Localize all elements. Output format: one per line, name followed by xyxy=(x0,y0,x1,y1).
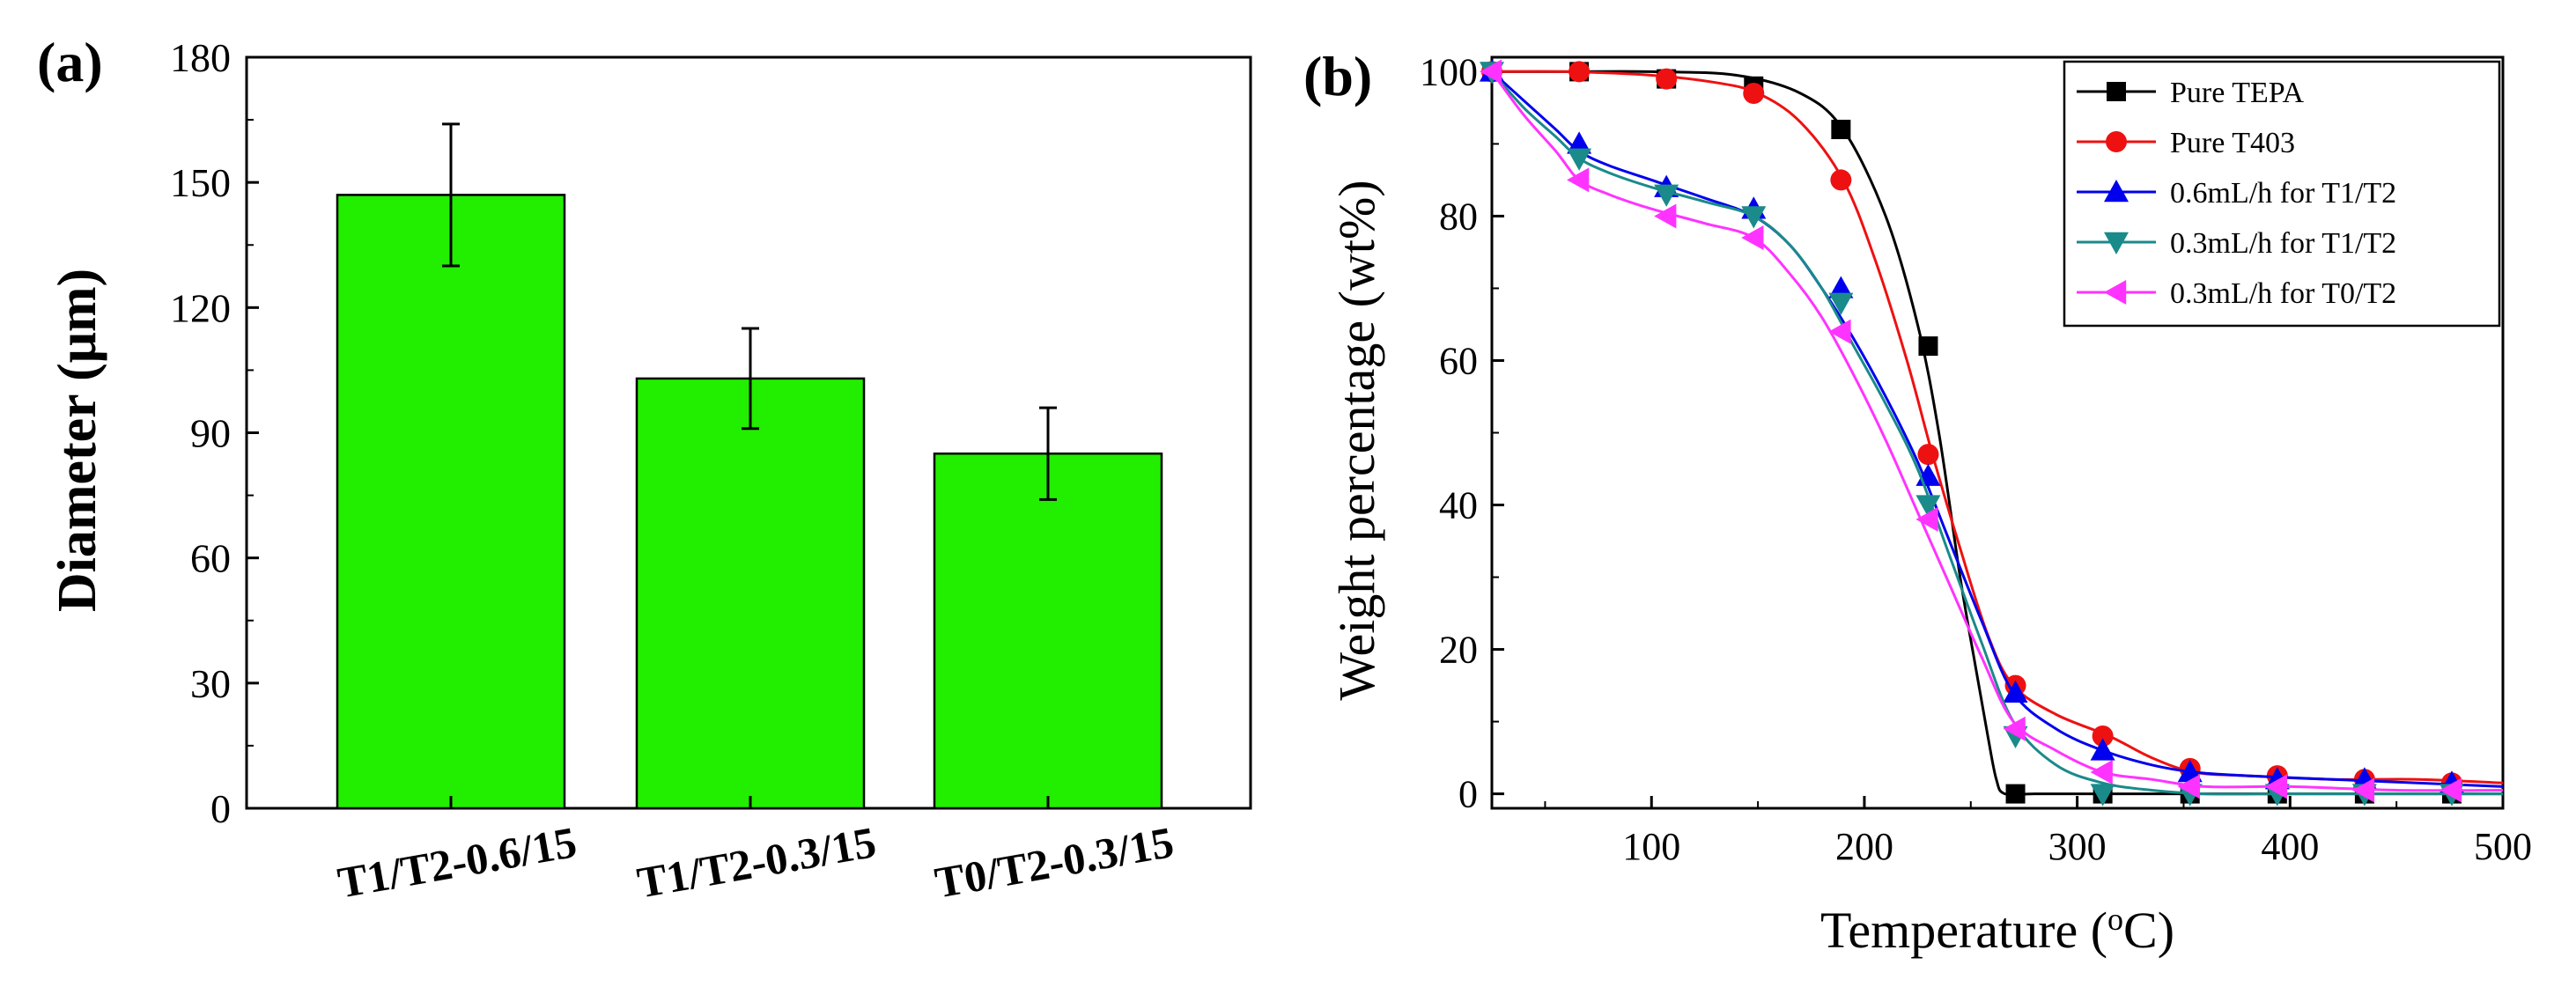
panel-a-bar xyxy=(635,377,866,810)
panel-b-legend-marker xyxy=(2104,232,2129,254)
panel-b-ytick-label: 40 xyxy=(1439,484,1478,527)
panel-b-data-point xyxy=(1830,169,1852,191)
panel-b-data-point xyxy=(1828,292,1854,315)
panel-b-data-point xyxy=(1917,444,1939,466)
panel-b-series-4 xyxy=(1480,59,2504,803)
panel-a-ytick-label: 30 xyxy=(190,661,231,706)
panel-b-xtick-label: 100 xyxy=(1622,825,1680,868)
panel-a-bar xyxy=(336,194,566,810)
panel-b-series-line xyxy=(1490,70,2504,788)
panel-a-ytick-label: 120 xyxy=(170,285,231,330)
panel-b-data-point xyxy=(2177,774,2200,799)
panel-b-legend-entry: 0.6mL/h for T1/T2 xyxy=(2170,177,2396,210)
panel-b-label: (b) xyxy=(1303,45,1372,107)
panel-b-data-point xyxy=(1743,83,1765,105)
panel-b-data-point xyxy=(1828,319,1851,344)
panel-b-data-point xyxy=(1828,276,1854,298)
panel-b-data-point xyxy=(1915,506,1938,532)
panel-a-ytick-label: 150 xyxy=(170,160,231,205)
panel-b-ylabel: Weight percentage (wt%) xyxy=(1328,180,1385,700)
panel-b-data-point xyxy=(1567,167,1590,193)
panel-a-ylabel-main: Diameter ( xyxy=(48,363,107,612)
panel-b-data-point xyxy=(1918,336,1938,357)
panel-b-data-point xyxy=(2351,777,2375,803)
panel-b-xlabel: Temperature (oC) xyxy=(1820,902,2174,959)
panel-b-ytick-label: 20 xyxy=(1439,629,1478,672)
panel-b-ytick-label: 100 xyxy=(1420,50,1478,93)
panel-b-data-point xyxy=(2092,725,2114,747)
panel-b-xtick-label: 400 xyxy=(2261,825,2319,868)
panel-b-data-point xyxy=(2003,680,2028,703)
panel-b-data-point xyxy=(1831,120,1851,140)
panel-a-ylabel-unit: μm xyxy=(48,286,107,363)
panel-b-data-point xyxy=(2090,759,2113,784)
panel-a-ylabel-close: ) xyxy=(48,269,107,287)
panel-b-xlabel-sup: o xyxy=(2107,902,2123,937)
panel-b-legend-marker xyxy=(2104,180,2129,203)
panel-a: 0 30 60 90 120 150 180 T1/T2-0.6/15 T1/T2-0.3/15… xyxy=(170,35,1252,908)
panel-a-bar xyxy=(933,452,1163,810)
panel-b-ytick-label: 60 xyxy=(1439,339,1478,382)
panel-a-category-label: T1/T2-0.6/15 xyxy=(334,817,579,908)
panel-b-legend: Pure TEPA Pure T403 0.6mL/h for T1/T2 0.3mL… xyxy=(2063,60,2501,328)
panel-b-xlabel-unit: C) xyxy=(2123,902,2174,959)
panel-b-data-point xyxy=(1915,495,1941,518)
panel-b-xlabel-main: Temperature ( xyxy=(1820,902,2107,959)
panel-b-data-point xyxy=(1567,131,1592,154)
panel-b-xtick-label: 500 xyxy=(2474,825,2532,868)
panel-b-legend-marker xyxy=(2104,280,2127,305)
panel-a-ytick-label: 0 xyxy=(210,786,231,831)
panel-b-data-point xyxy=(2005,784,2026,804)
panel-a-label: (a) xyxy=(37,31,103,93)
panel-b-legend-entry: Pure TEPA xyxy=(2170,77,2305,109)
panel-a-category-label: T0/T2-0.3/15 xyxy=(931,817,1177,908)
panel-b-data-point xyxy=(1567,148,1592,171)
panel-b-data-point xyxy=(1480,59,1502,85)
panel-b-data-point xyxy=(2264,774,2288,799)
panel-b-data-point xyxy=(2003,716,2026,741)
panel-b-legend-entry: Pure T403 xyxy=(2170,127,2295,159)
panel-b-ytick-label: 0 xyxy=(1458,773,1478,816)
panel-b-data-point xyxy=(2090,784,2115,807)
panel-b-legend-entry: 0.3mL/h for T0/T2 xyxy=(2170,277,2396,310)
panel-b: 100 200 300 400 500 0 20 40 60 80 100 xyxy=(1420,50,2532,868)
panel-b-data-point xyxy=(2090,738,2115,761)
panel-b-data-point xyxy=(2439,777,2462,803)
panel-b-data-point xyxy=(1568,61,1591,83)
panel-b-legend-entry: 0.3mL/h for T1/T2 xyxy=(2170,227,2396,260)
panel-b-data-point xyxy=(1654,184,1679,207)
panel-b-data-point xyxy=(1654,203,1677,229)
panel-b-ytick-label: 80 xyxy=(1439,195,1478,238)
panel-b-legend-marker xyxy=(2107,82,2126,101)
panel-b-xtick-label: 300 xyxy=(2048,825,2107,868)
panel-b-legend-marker xyxy=(2106,131,2127,152)
panel-a-ytick-label: 90 xyxy=(190,411,231,456)
panel-b-data-point xyxy=(1656,68,1678,90)
panel-a-ylabel: Diameter (μm) xyxy=(48,269,107,612)
panel-a-category-label: T1/T2-0.3/15 xyxy=(633,817,879,908)
panel-b-xtick-label: 200 xyxy=(1835,825,1893,868)
panel-a-ytick-label: 60 xyxy=(190,536,231,581)
panel-b-data-point xyxy=(1741,206,1767,229)
panel-b-data-point xyxy=(1741,225,1764,251)
panel-a-ytick-label: 180 xyxy=(170,35,231,80)
panel-b-legend-box xyxy=(2063,60,2501,328)
